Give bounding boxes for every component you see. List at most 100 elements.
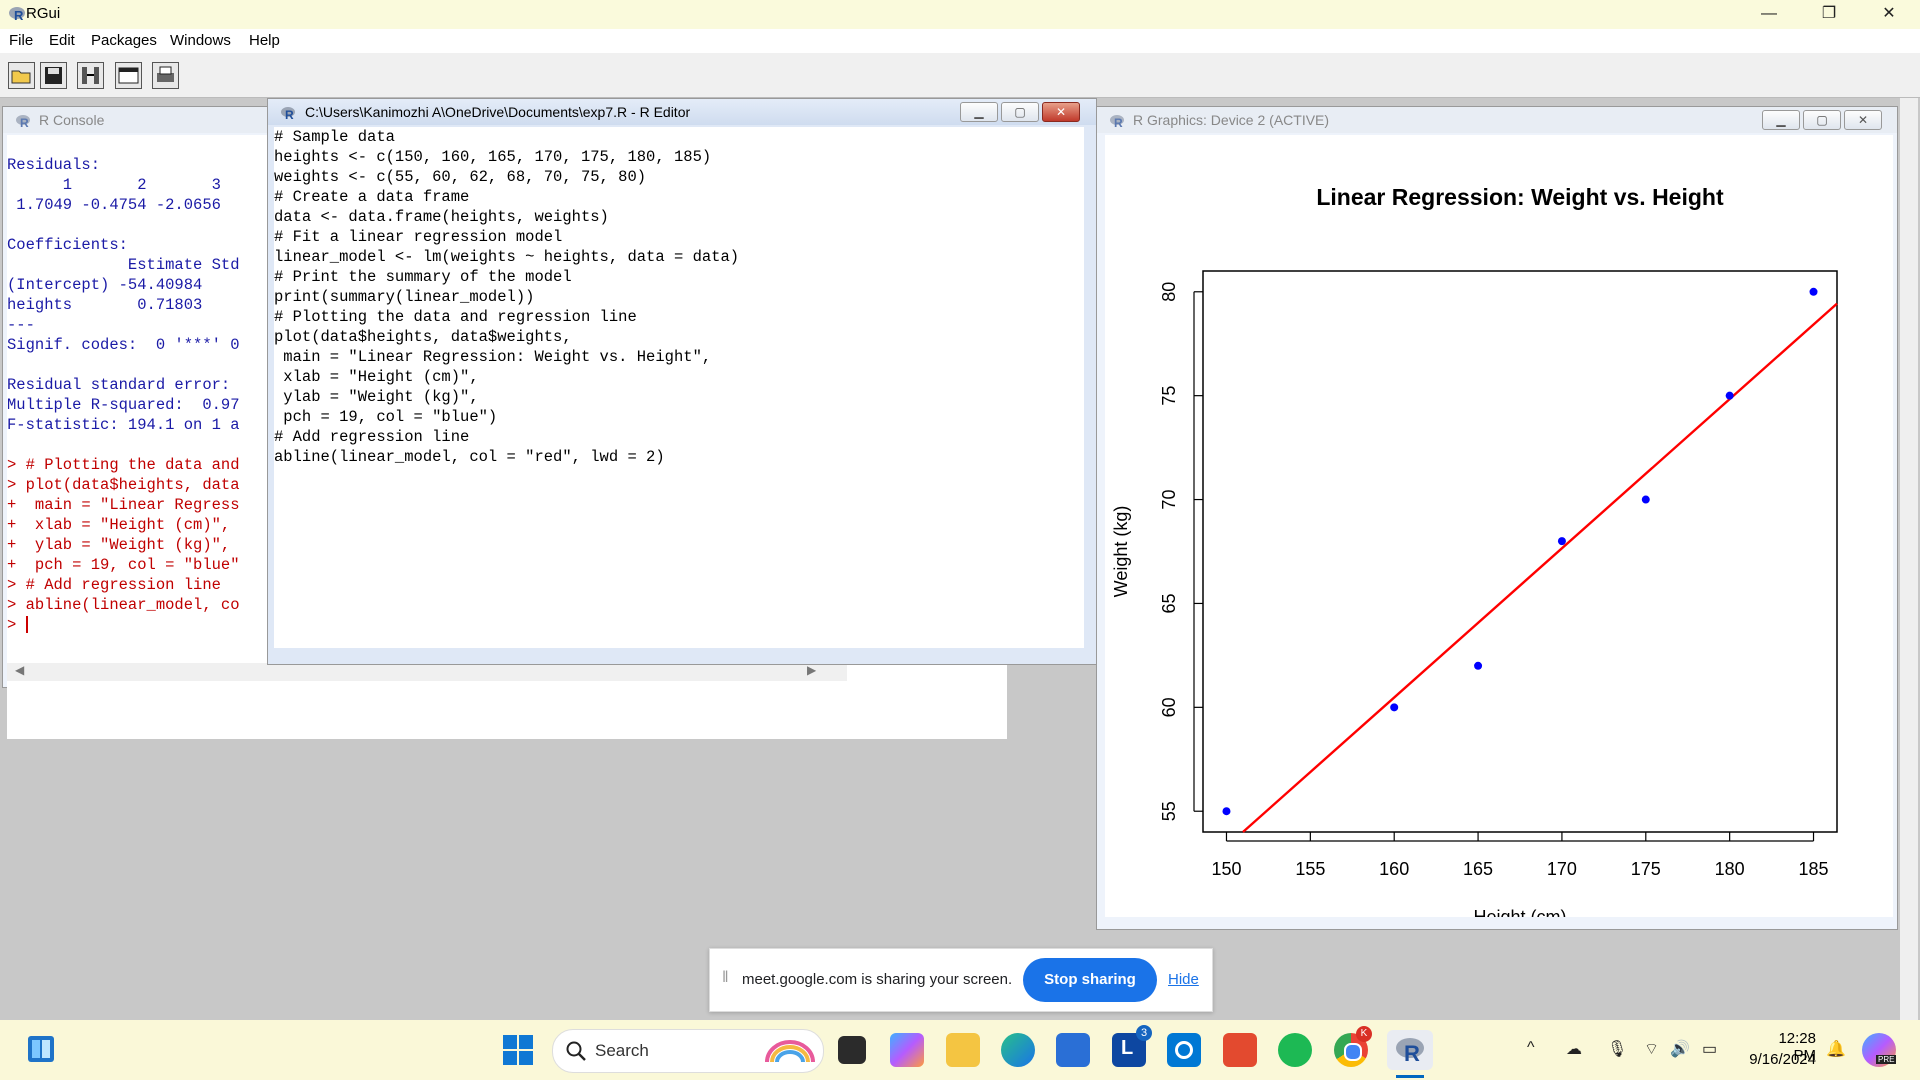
search-highlight-icon xyxy=(765,1040,815,1063)
console-horizontal-scrollbar[interactable]: ◀ ▶ xyxy=(7,663,847,681)
console-line: > # Plotting the data and xyxy=(7,456,240,474)
widgets-icon[interactable] xyxy=(26,1034,56,1064)
console-line: Residual standard error: xyxy=(7,376,231,394)
scatter-plot: Linear Regression: Weight vs. Height 150 1… xyxy=(1111,184,1838,927)
volume-icon[interactable]: 🔊 xyxy=(1670,1041,1690,1058)
menu-help[interactable]: Help xyxy=(249,32,280,49)
chevron-up-icon[interactable]: ^ xyxy=(1527,1039,1535,1056)
chrome-icon[interactable]: K xyxy=(1334,1026,1372,1067)
console-button[interactable] xyxy=(115,62,142,89)
x-tick-label: 185 xyxy=(1798,859,1828,879)
graphics-title-bar[interactable]: R R Graphics: Device 2 (ACTIVE) ▁ ▢ ✕ xyxy=(1097,107,1897,133)
code-line: abline(linear_model, col = "red", lwd = … xyxy=(274,448,665,466)
svg-text:R: R xyxy=(1114,116,1123,128)
open-script-button[interactable] xyxy=(8,62,35,89)
chrome-center xyxy=(1344,1043,1362,1061)
save-button[interactable] xyxy=(40,62,67,89)
wps-office-icon[interactable] xyxy=(1223,1033,1257,1067)
task-view-icon[interactable] xyxy=(838,1036,866,1064)
console-line: > abline(linear_model, co xyxy=(7,596,240,614)
battery-icon[interactable]: ▭ xyxy=(1702,1041,1718,1058)
toolbar xyxy=(0,53,1920,98)
onedrive-icon[interactable]: ☁ xyxy=(1566,1041,1582,1058)
minimize-button[interactable]: — xyxy=(1761,5,1777,22)
clock-date[interactable]: 9/16/2024 xyxy=(1749,1051,1816,1068)
start-icon[interactable] xyxy=(502,1034,534,1066)
code-line: data <- data.frame(heights, weights) xyxy=(274,208,609,226)
svg-text:R: R xyxy=(1404,1041,1420,1064)
editor-minimize-button[interactable]: ▁ xyxy=(960,102,998,122)
graphics-window[interactable]: R R Graphics: Device 2 (ACTIVE) ▁ ▢ ✕ Li… xyxy=(1096,106,1898,930)
profile-badge: K xyxy=(1356,1026,1372,1042)
console-line: > # Add regression line xyxy=(7,576,221,594)
y-tick-label: 65 xyxy=(1159,593,1179,613)
graphics-minimize-button[interactable]: ▁ xyxy=(1762,110,1800,130)
code-line: # Print the summary of the model xyxy=(274,268,572,286)
scroll-right-icon[interactable]: ▶ xyxy=(807,663,817,677)
data-point xyxy=(1725,391,1734,400)
graphics-device: Linear Regression: Weight vs. Height 150 1… xyxy=(1105,135,1893,927)
console-title: R Console xyxy=(39,112,105,128)
editor-maximize-button[interactable]: ▢ xyxy=(1001,102,1039,122)
search-placeholder: Search xyxy=(595,1041,649,1060)
data-point xyxy=(1809,287,1818,296)
print-icon xyxy=(157,66,174,82)
code-line: print(summary(linear_model)) xyxy=(274,288,535,306)
svg-text:R: R xyxy=(14,8,24,22)
x-tick-label: 165 xyxy=(1463,859,1493,879)
x-tick-label: 175 xyxy=(1631,859,1661,879)
editor-title: C:\Users\Kanimozhi A\OneDrive\Documents\… xyxy=(305,104,691,120)
drag-handle-icon[interactable]: ‖ xyxy=(722,969,729,986)
editor-window[interactable]: R C:\Users\Kanimozhi A\OneDrive\Document… xyxy=(267,98,1097,665)
open-script-icon xyxy=(11,70,31,84)
graphics-maximize-button[interactable]: ▢ xyxy=(1803,110,1841,130)
x-tick-label: 180 xyxy=(1715,859,1745,879)
active-indicator xyxy=(1396,1075,1424,1078)
notification-bell-icon[interactable]: 🔔 xyxy=(1826,1041,1846,1058)
notification-badge: 3 xyxy=(1136,1025,1152,1041)
console-line: Residuals: xyxy=(7,156,101,174)
store-icon[interactable] xyxy=(1056,1033,1090,1067)
menu-edit[interactable]: Edit xyxy=(49,32,75,49)
cortana-icon[interactable] xyxy=(1167,1033,1201,1067)
taskbar-search[interactable]: Search xyxy=(552,1029,824,1073)
y-tick-label: 55 xyxy=(1159,801,1179,821)
menu-file[interactable]: File xyxy=(9,32,34,49)
restore-button[interactable]: ❐ xyxy=(1821,5,1837,22)
y-tick-label: 70 xyxy=(1159,490,1179,510)
x-tick-label: 160 xyxy=(1379,859,1409,879)
microphone-icon[interactable]: 🎙 xyxy=(1607,1041,1628,1058)
menu-windows[interactable]: Windows xyxy=(170,32,231,49)
file-explorer-icon[interactable] xyxy=(946,1033,980,1067)
rgui-taskbar-icon[interactable]: R xyxy=(1387,1030,1433,1070)
load-workspace-button[interactable] xyxy=(77,62,104,89)
code-line: main = "Linear Regression: Weight vs. He… xyxy=(274,348,712,366)
l-app-icon[interactable]: L 3 xyxy=(1112,1025,1152,1067)
print-button[interactable] xyxy=(152,62,179,89)
copilot-pre-icon[interactable]: PRE xyxy=(1862,1033,1897,1067)
console-line: Coefficients: xyxy=(7,236,128,254)
close-button[interactable]: ✕ xyxy=(1882,5,1896,22)
menu-packages[interactable]: Packages xyxy=(91,32,157,49)
editor-title-bar[interactable]: R C:\Users\Kanimozhi A\OneDrive\Document… xyxy=(268,99,1096,125)
clock-time[interactable]: 12:28 PM xyxy=(1778,1030,1816,1064)
app-title: RGui xyxy=(26,5,61,22)
x-tick-label: 170 xyxy=(1547,859,1577,879)
stop-sharing-button[interactable]: Stop sharing xyxy=(1023,958,1157,1002)
editor-text-area[interactable]: # Sample data heights <- c(150, 160, 165,… xyxy=(274,127,1084,648)
edge-icon[interactable] xyxy=(1001,1033,1035,1067)
r-logo-icon: R xyxy=(16,115,30,128)
copilot-icon[interactable] xyxy=(890,1033,924,1067)
graphics-close-button[interactable]: ✕ xyxy=(1844,110,1882,130)
data-point xyxy=(1557,537,1566,546)
app-title-bar: R RGui — ❐ ✕ xyxy=(0,0,1920,29)
code-line: xlab = "Height (cm)", xyxy=(274,368,479,386)
editor-close-button[interactable]: ✕ xyxy=(1042,102,1080,122)
svg-text:R: R xyxy=(20,116,29,128)
hide-link[interactable]: Hide xyxy=(1168,971,1199,988)
spotify-icon[interactable] xyxy=(1278,1033,1312,1067)
wifi-icon[interactable]: ⌔ xyxy=(1644,1041,1660,1058)
l-app-glyph: L xyxy=(1121,1037,1134,1059)
mdi-vertical-scrollbar[interactable] xyxy=(1900,98,1918,1020)
scroll-left-icon[interactable]: ◀ xyxy=(15,663,25,677)
